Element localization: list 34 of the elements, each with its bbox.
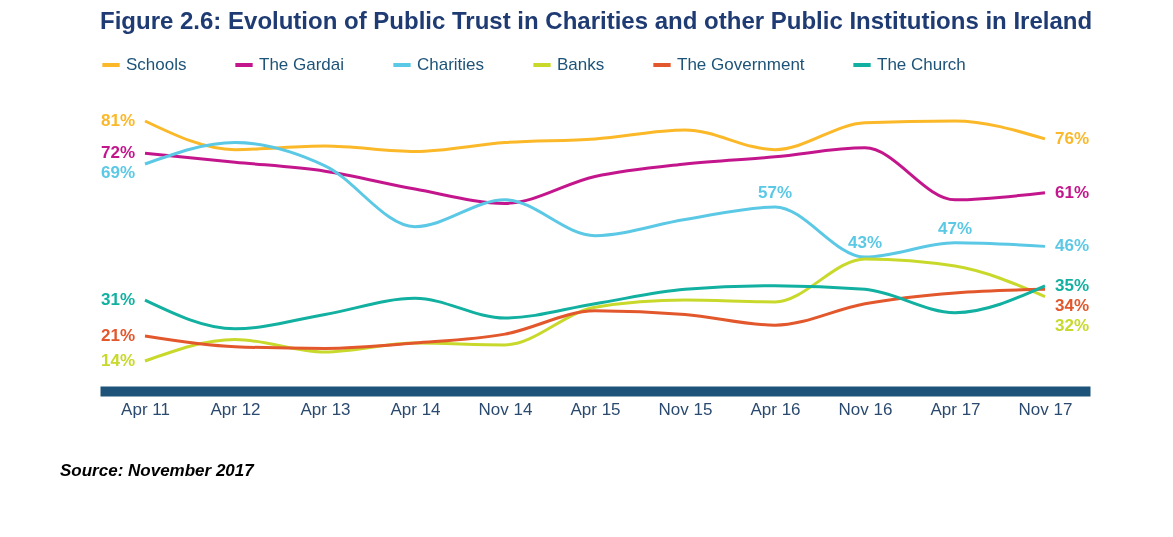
x-tick-label: Apr 15 <box>570 399 621 419</box>
chart-title: Figure 2.6: Evolution of Public Trust in Charities and other Public Institutions in Ireland <box>100 7 1093 34</box>
legend-label: The Gardai <box>259 55 345 74</box>
data-label: 47% <box>937 218 973 238</box>
x-tick-label: Apr 13 <box>300 399 351 419</box>
data-label: 35% <box>1055 275 1090 295</box>
x-tick-label: Apr 14 <box>390 399 441 419</box>
data-label: 43% <box>847 233 883 253</box>
legend-label: The Church <box>877 55 966 74</box>
data-label: 14% <box>100 351 135 370</box>
x-tick-label: Nov 15 <box>658 399 713 419</box>
data-label: 81% <box>100 111 135 130</box>
x-tick-label: Nov 14 <box>478 399 533 419</box>
x-tick-label: Nov 16 <box>838 399 893 419</box>
data-label: 61% <box>1055 182 1090 202</box>
data-label: 21% <box>100 325 135 345</box>
data-label: 32% <box>1055 315 1090 335</box>
data-label: 76% <box>1055 128 1090 148</box>
legend-label: The Government <box>677 55 805 74</box>
x-tick-label: Nov 17 <box>1018 399 1073 419</box>
data-label: 31% <box>100 290 135 310</box>
data-label: 34% <box>1055 295 1090 315</box>
legend-label: Schools <box>126 55 187 74</box>
source-note: Source: November 2017 <box>60 461 256 480</box>
legend-label: Charities <box>417 55 485 74</box>
data-label: 46% <box>1055 236 1090 256</box>
x-tick-label: Apr 11 <box>121 399 170 419</box>
data-label: 72% <box>100 143 135 163</box>
x-tick-label: Apr 16 <box>750 399 801 419</box>
x-tick-label: Apr 17 <box>930 399 981 419</box>
x-tick-label: Apr 12 <box>210 399 261 419</box>
data-label: 57% <box>757 182 793 202</box>
data-label: 69% <box>100 163 135 183</box>
legend-label: Banks <box>557 55 605 74</box>
